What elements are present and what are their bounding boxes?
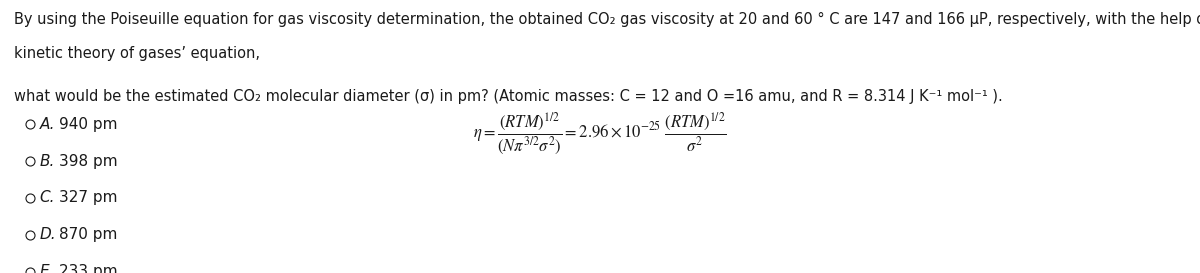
- Text: C.: C.: [40, 191, 55, 205]
- Text: E.: E.: [40, 264, 54, 273]
- Text: 327 pm: 327 pm: [59, 191, 118, 205]
- Text: what would be the estimated CO₂ molecular diameter (σ) in pm? (Atomic masses: C : what would be the estimated CO₂ molecula…: [14, 89, 1003, 104]
- Text: D.: D.: [40, 227, 56, 242]
- Text: $\eta = \dfrac{(RTM)^{1/2}}{(N\pi^{3/2}\sigma^2)} = 2.96\times10^{-25}\ \dfrac{(: $\eta = \dfrac{(RTM)^{1/2}}{(N\pi^{3/2}\…: [473, 111, 727, 157]
- Text: 398 pm: 398 pm: [59, 154, 118, 168]
- Text: A.: A.: [40, 117, 55, 132]
- Text: 233 pm: 233 pm: [59, 264, 118, 273]
- Text: 940 pm: 940 pm: [59, 117, 118, 132]
- Text: B.: B.: [40, 154, 55, 168]
- Text: 870 pm: 870 pm: [59, 227, 118, 242]
- Text: kinetic theory of gases’ equation,: kinetic theory of gases’ equation,: [14, 46, 260, 61]
- Text: By using the Poiseuille equation for gas viscosity determination, the obtained C: By using the Poiseuille equation for gas…: [14, 12, 1200, 27]
